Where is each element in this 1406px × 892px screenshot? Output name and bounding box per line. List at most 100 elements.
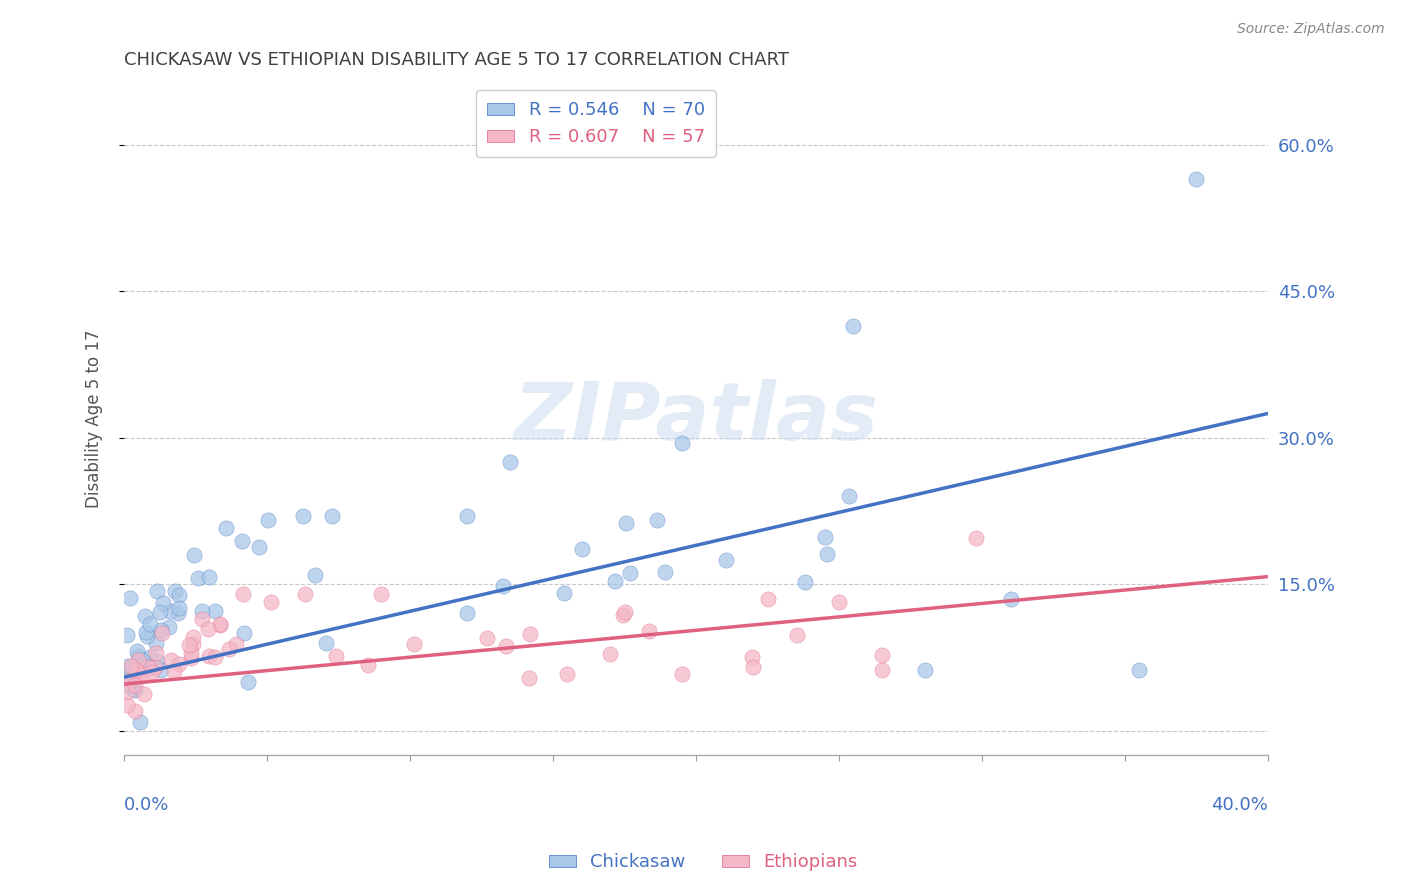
Point (124, 704, 146, 718)
Point (145, 646, 167, 660)
Point (145, 636, 167, 650)
Point (117, 658, 139, 673)
Point (124, 683, 146, 698)
Point (218, 642, 240, 657)
Legend: Chickasaw, Ethiopians: Chickasaw, Ethiopians (541, 847, 865, 879)
Point (208, 618, 231, 632)
Point (197, 648, 219, 663)
Point (495, 639, 517, 653)
Point (557, 667, 579, 681)
Point (614, 516, 637, 531)
Y-axis label: Disability Age 5 to 17: Disability Age 5 to 17 (86, 329, 103, 508)
Point (150, 626, 173, 640)
Point (204, 649, 226, 664)
Point (129, 652, 152, 666)
Point (370, 587, 392, 601)
Point (177, 638, 200, 652)
Point (183, 630, 205, 644)
Point (183, 548, 205, 562)
Point (294, 587, 316, 601)
Point (120, 662, 142, 676)
Point (619, 566, 641, 580)
Point (141, 665, 163, 680)
Point (145, 654, 167, 668)
Point (136, 629, 159, 643)
Text: ZIPatlas: ZIPatlas (513, 379, 879, 458)
Point (136, 660, 159, 674)
Point (1000, 592, 1022, 607)
Point (127, 644, 149, 658)
Point (965, 531, 987, 545)
Point (671, 667, 693, 681)
Point (842, 318, 865, 333)
Point (492, 579, 515, 593)
Point (247, 540, 270, 554)
Point (315, 636, 337, 650)
Point (191, 604, 214, 618)
Point (169, 601, 191, 615)
Point (121, 682, 143, 697)
Point (647, 513, 669, 527)
Point (256, 513, 278, 527)
Point (159, 604, 181, 618)
Point (291, 509, 314, 524)
Point (115, 674, 138, 689)
Point (742, 660, 765, 674)
Point (914, 664, 936, 678)
Point (127, 667, 149, 681)
Point (499, 455, 522, 469)
Legend: R = 0.546    N = 70, R = 0.607    N = 57: R = 0.546 N = 70, R = 0.607 N = 57 (477, 90, 716, 157)
Text: CHICKASAW VS ETHIOPIAN DISABILITY AGE 5 TO 17 CORRELATION CHART: CHICKASAW VS ETHIOPIAN DISABILITY AGE 5 … (124, 51, 789, 69)
Point (134, 687, 156, 701)
Point (786, 628, 808, 642)
Point (612, 607, 634, 622)
Point (163, 665, 186, 679)
Point (232, 587, 254, 601)
Point (191, 612, 214, 626)
Point (741, 650, 763, 665)
Point (402, 637, 425, 651)
Point (150, 663, 173, 677)
Point (477, 631, 499, 645)
Point (357, 658, 380, 673)
Point (115, 698, 138, 713)
Point (209, 616, 232, 631)
Point (167, 606, 190, 620)
Point (115, 684, 138, 698)
Point (321, 509, 343, 524)
Point (870, 648, 893, 662)
Point (260, 595, 283, 609)
Point (150, 623, 173, 637)
Point (139, 650, 162, 665)
Point (838, 489, 860, 503)
Point (129, 714, 152, 729)
Point (127, 649, 149, 664)
Point (117, 673, 139, 688)
Point (183, 637, 205, 651)
Point (127, 653, 149, 667)
Point (169, 588, 191, 602)
Point (671, 435, 693, 450)
Point (138, 616, 160, 631)
Point (870, 664, 893, 678)
Point (613, 605, 636, 619)
Point (517, 671, 540, 685)
Point (599, 647, 621, 661)
Text: 40.0%: 40.0% (1211, 796, 1268, 814)
Point (519, 627, 541, 641)
Point (148, 605, 170, 619)
Point (143, 660, 166, 674)
Point (197, 622, 219, 636)
Point (571, 541, 593, 556)
Point (814, 530, 837, 544)
Point (139, 661, 162, 675)
Point (134, 609, 156, 624)
Point (756, 591, 779, 606)
Point (456, 606, 478, 620)
Point (1185, 172, 1208, 186)
Point (793, 575, 815, 590)
Point (187, 571, 209, 585)
Point (125, 663, 148, 677)
Point (180, 651, 202, 665)
Point (605, 574, 627, 588)
